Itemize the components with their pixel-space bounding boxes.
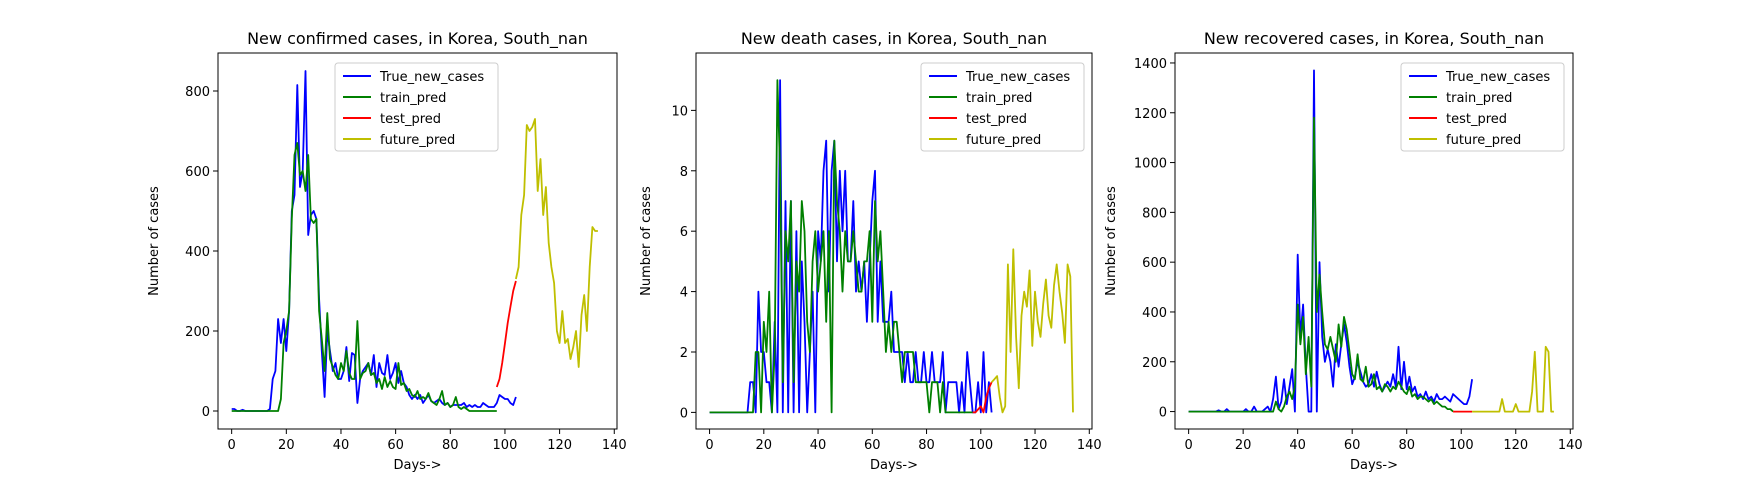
chart-2-x-tick-label: 60	[864, 438, 881, 453]
chart-1-x-tick-label: 120	[547, 438, 572, 453]
chart-3-x-tick-label: 100	[1449, 438, 1474, 453]
chart-1-y-tick-label: 0	[202, 405, 210, 420]
chart-3-y-tick-label: 1400	[1134, 57, 1167, 72]
chart-2-y-tick-label: 6	[680, 225, 688, 240]
chart-2-legend-label: test_pred	[966, 112, 1027, 127]
chart-1-y-axis-label: Number of cases	[147, 186, 162, 296]
chart-1-legend-label: test_pred	[380, 112, 441, 127]
chart-3-x-tick-label: 0	[1184, 438, 1192, 453]
chart-2-y-tick-label: 8	[680, 165, 688, 180]
chart-2-y-tick-label: 10	[671, 104, 688, 119]
chart-3-axes-frame	[1174, 52, 1574, 430]
chart-1-series-train-pred-line	[231, 142, 497, 412]
chart-1-legend-label: train_pred	[380, 91, 446, 106]
chart-1-x-tick-label: 20	[278, 438, 295, 453]
chart-3-x-tick-label: 80	[1398, 438, 1415, 453]
chart-3-legend-label: True_new_cases	[1445, 70, 1550, 85]
chart-2-y-tick-label: 2	[680, 346, 688, 361]
chart-3-series-future-pred-line	[1472, 345, 1554, 413]
chart-3-y-tick-label: 0	[1159, 406, 1167, 421]
chart-1-x-tick-label: 40	[333, 438, 350, 453]
chart-1-axes-frame	[217, 52, 618, 430]
chart-3-title: New recovered cases, in Korea, South_nan	[1204, 29, 1544, 49]
chart-2-y-axis-label: Number of cases	[639, 186, 654, 296]
chart-1-legend-box	[334, 62, 499, 152]
chart-3-y-tick-label: 200	[1142, 356, 1167, 371]
chart-2-legend-label: future_pred	[966, 133, 1041, 148]
chart-1-legend-label: future_pred	[380, 133, 455, 148]
chart-2-legend-label: train_pred	[966, 91, 1032, 106]
chart-3-legend-label: test_pred	[1446, 112, 1507, 127]
chart-1-x-tick-label: 0	[228, 438, 236, 453]
chart-3-legend-label: future_pred	[1446, 133, 1521, 148]
chart-3-x-axis-label: Days->	[1350, 458, 1398, 473]
chart-2-x-tick-label: 80	[918, 438, 935, 453]
chart-2-x-tick-label: 40	[810, 438, 827, 453]
chart-1-x-axis-label: Days->	[393, 458, 441, 473]
chart-1-y-tick-label: 800	[185, 85, 210, 100]
chart-2-series-test-pred-line	[972, 381, 993, 414]
chart-1-x-tick-label: 140	[602, 438, 627, 453]
chart-3-y-tick-label: 400	[1142, 306, 1167, 321]
chart-1-x-tick-label: 80	[442, 438, 459, 453]
chart-2-x-tick-label: 140	[1077, 438, 1102, 453]
chart-3-y-tick-label: 1000	[1134, 157, 1167, 172]
chart-2-y-tick-label: 4	[680, 286, 688, 301]
chart-3-x-tick-label: 140	[1558, 438, 1583, 453]
chart-1-legend-label: True_new_cases	[379, 70, 484, 85]
chart-2-title: New death cases, in Korea, South_nan	[741, 29, 1047, 49]
chart-2-series-future-pred-line	[990, 248, 1074, 414]
chart-1-series-future-pred-line	[515, 118, 598, 368]
chart-2-legend-label: True_new_cases	[965, 70, 1070, 85]
chart-2-x-axis-label: Days->	[870, 458, 918, 473]
chart-2-axes-frame	[695, 52, 1093, 430]
chart-2-x-tick-label: 100	[968, 438, 993, 453]
chart-3-y-axis-label: Number of cases	[1104, 186, 1119, 296]
chart-3-y-tick-label: 600	[1142, 256, 1167, 271]
chart-3-x-tick-label: 120	[1503, 438, 1528, 453]
chart-1-series-true-new-cases-line	[231, 70, 517, 412]
chart-1-title: New confirmed cases, in Korea, South_nan	[247, 29, 588, 49]
chart-3-legend-label: train_pred	[1446, 91, 1512, 106]
chart-3-y-tick-label: 800	[1142, 206, 1167, 221]
chart-3-x-tick-label: 40	[1289, 438, 1306, 453]
chart-3-x-tick-label: 60	[1344, 438, 1361, 453]
chart-2-x-tick-label: 120	[1023, 438, 1048, 453]
chart-2-legend-box	[920, 62, 1085, 152]
chart-2-y-tick-label: 0	[680, 406, 688, 421]
chart-3-y-tick-label: 1200	[1134, 107, 1167, 122]
chart-1-y-tick-label: 400	[185, 245, 210, 260]
chart-1-y-tick-label: 600	[185, 165, 210, 180]
chart-3-x-tick-label: 20	[1235, 438, 1252, 453]
chart-1-y-tick-label: 200	[185, 325, 210, 340]
chart-2-x-tick-label: 20	[756, 438, 773, 453]
chart-2-x-tick-label: 0	[705, 438, 713, 453]
chart-1-series-test-pred-line	[495, 280, 517, 388]
chart-3-legend-box	[1400, 62, 1565, 152]
chart-3-series-train-pred-line	[1188, 116, 1454, 413]
chart-1-x-tick-label: 100	[493, 438, 518, 453]
chart-1-x-tick-label: 60	[387, 438, 404, 453]
chart-2-series-train-pred-line	[709, 79, 973, 414]
